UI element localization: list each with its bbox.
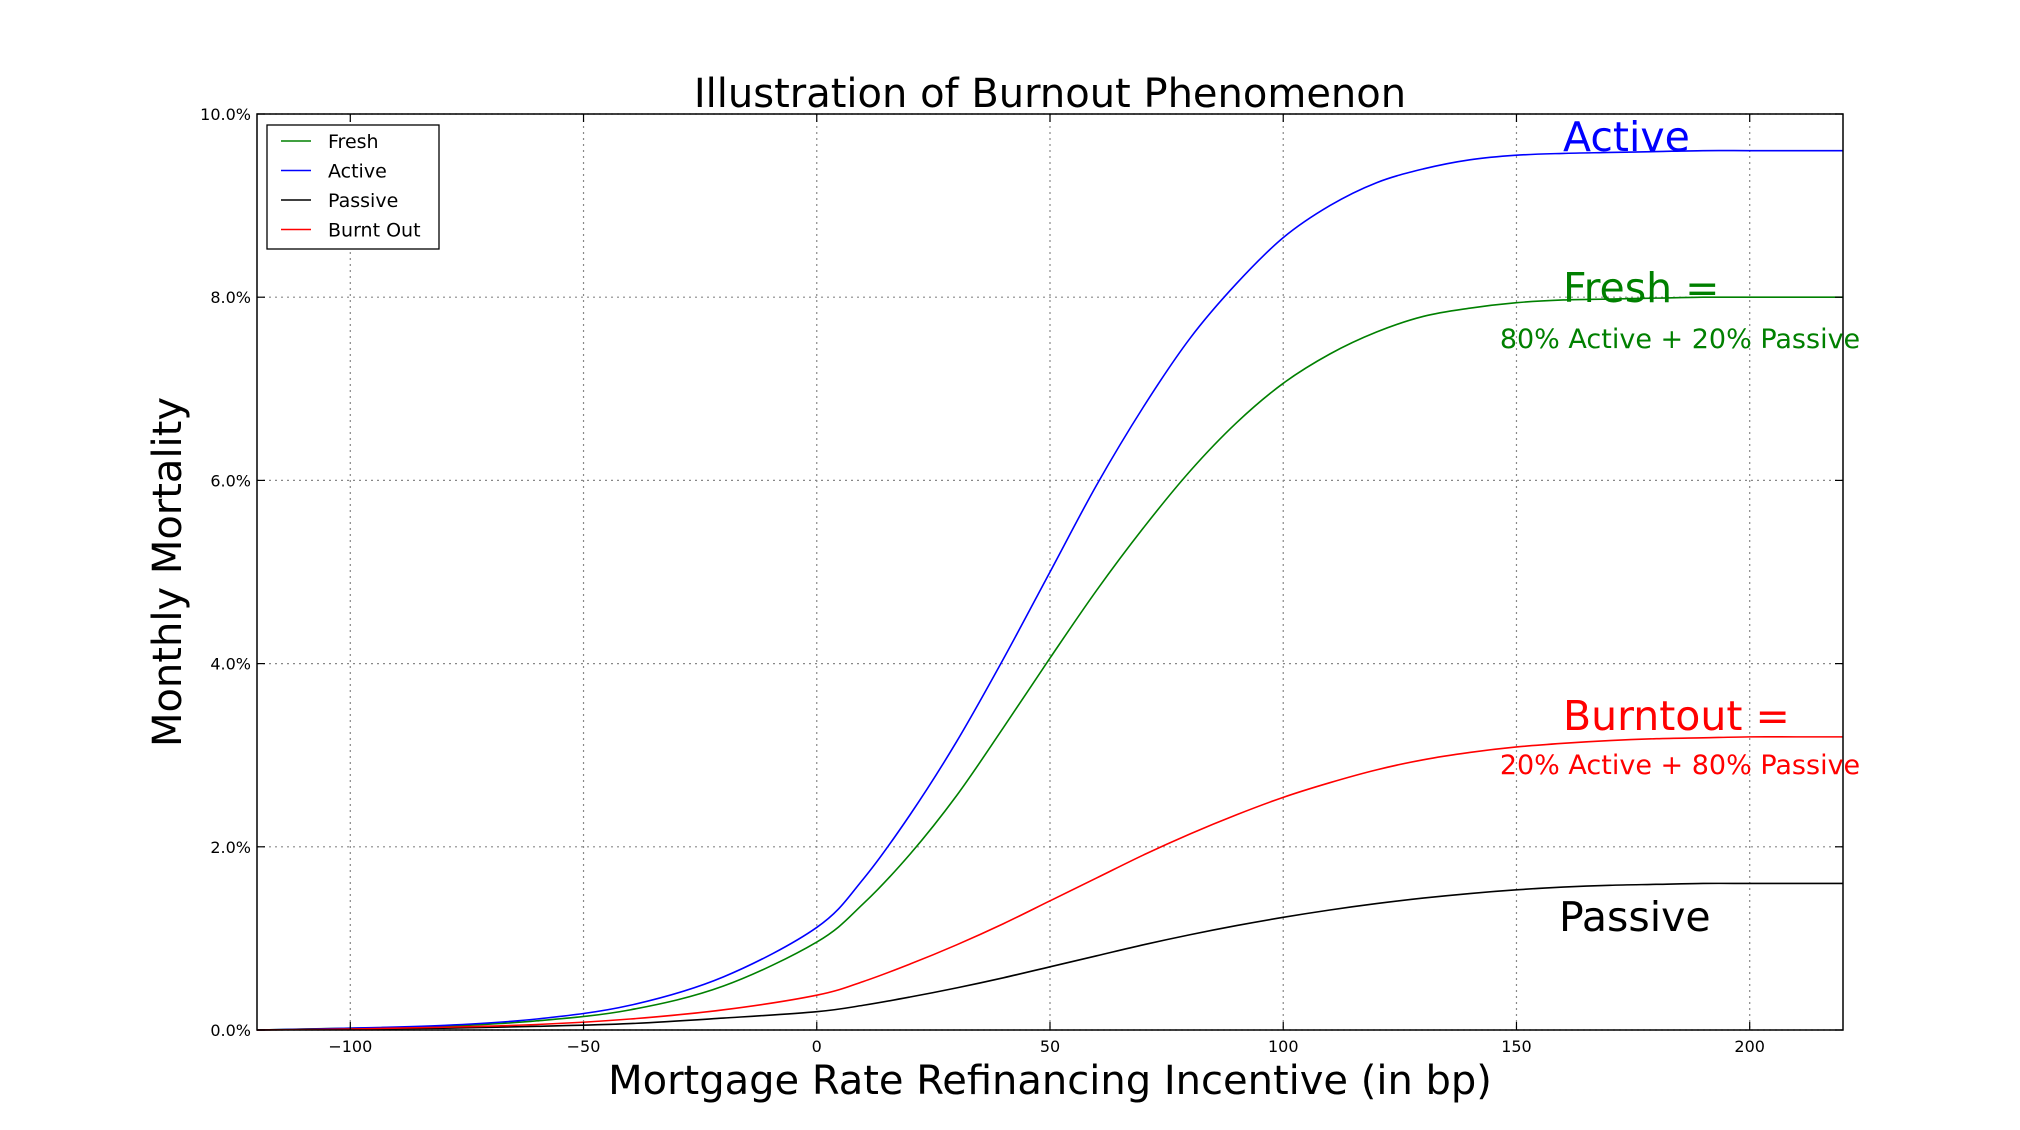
annotation-active: Active: [1563, 113, 1690, 161]
x-tick-label: 150: [1501, 1037, 1532, 1056]
annotation-fresh-detail: 80% Active + 20% Passive: [1500, 324, 1860, 355]
series-line-passive: [256, 882, 1843, 1031]
legend-label-passive: Passive: [328, 190, 398, 212]
chart-title: Illustration of Burnout Phenomenon: [694, 71, 1406, 117]
series-line-fresh: [256, 296, 1843, 1031]
legend: Fresh Active Passive Burnt Out: [266, 124, 440, 250]
legend-box: [266, 124, 440, 250]
x-tick-label: 50: [1040, 1037, 1060, 1056]
annotation-burntout: Burntout =: [1563, 692, 1790, 740]
annotation-passive: Passive: [1559, 893, 1711, 941]
series-line-active: [256, 149, 1843, 1031]
x-tick-label: 0: [812, 1037, 822, 1056]
x-tick-label: −50: [567, 1037, 601, 1056]
series-line-burnt-out: [256, 736, 1843, 1031]
y-tick-label: 6.0%: [210, 471, 251, 490]
series-layer: [256, 149, 1843, 1031]
y-axis-label: Monthly Mortality: [145, 397, 191, 747]
legend-label-fresh: Fresh: [328, 131, 379, 153]
ticks: −100 −50 0 50 100 150 200 0.0% 2.0% 4.0% 6.0% 8.0% 1…: [200, 105, 1843, 1056]
legend-label-burnt-out: Burnt Out: [328, 220, 421, 242]
x-tick-label: 200: [1734, 1037, 1765, 1056]
y-tick-label: 0.0%: [210, 1021, 251, 1040]
legend-label-active: Active: [328, 161, 387, 183]
x-tick-label: −100: [328, 1037, 372, 1056]
y-tick-label: 2.0%: [210, 838, 251, 857]
x-axis-label: Mortgage Rate Refinancing Incentive (in …: [608, 1058, 1492, 1104]
annotation-fresh: Fresh =: [1563, 264, 1720, 312]
y-tick-label: 8.0%: [210, 288, 251, 307]
annotations: Active Fresh = 80% Active + 20% Passive Bur…: [1500, 113, 1860, 941]
x-tick-label: 100: [1268, 1037, 1299, 1056]
annotation-burntout-detail: 20% Active + 80% Passive: [1500, 750, 1860, 781]
y-tick-label: 4.0%: [210, 655, 251, 674]
y-tick-label: 10.0%: [200, 105, 251, 124]
